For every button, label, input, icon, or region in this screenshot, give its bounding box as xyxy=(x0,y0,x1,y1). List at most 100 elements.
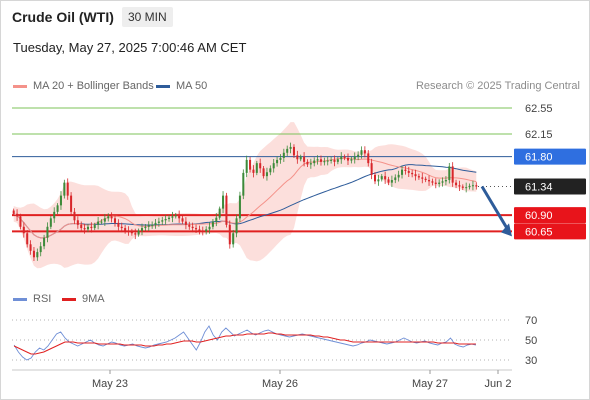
candle xyxy=(336,159,339,162)
timeframe-badge[interactable]: 30 MIN xyxy=(122,7,173,27)
candle xyxy=(56,205,59,212)
candle xyxy=(73,211,76,221)
level-tag-60.65 xyxy=(514,223,586,240)
legend-ma20-label: MA 20 + Bollinger Bands xyxy=(33,80,154,92)
candle xyxy=(286,148,289,153)
candle xyxy=(333,159,336,162)
ma50-swatch xyxy=(156,84,170,88)
candle xyxy=(86,226,89,230)
candle xyxy=(70,195,73,212)
candle xyxy=(164,218,167,221)
candle xyxy=(83,228,86,230)
candle xyxy=(154,222,157,225)
candle xyxy=(66,182,69,196)
candle xyxy=(144,226,147,229)
candle xyxy=(168,217,171,219)
candle xyxy=(140,228,144,231)
candle xyxy=(397,174,400,178)
candle xyxy=(458,185,461,187)
candle xyxy=(350,159,353,161)
level-label-60.65: 60.65 xyxy=(525,226,553,238)
candle xyxy=(394,177,397,181)
candle xyxy=(441,181,444,183)
level-tag-61.80 xyxy=(514,148,586,165)
candle xyxy=(12,210,15,214)
candle xyxy=(421,177,424,179)
candle xyxy=(401,169,404,175)
x-tick-label: May 23 xyxy=(92,378,128,390)
candle xyxy=(222,195,225,209)
forecast-arrow-shaft xyxy=(480,185,509,230)
candle xyxy=(124,228,127,231)
legend-9ma: 9MA xyxy=(62,293,105,305)
forecast-arrow-head xyxy=(501,223,512,237)
candle xyxy=(245,159,248,173)
candle xyxy=(428,180,431,182)
candle xyxy=(404,169,407,171)
level-label-62.55: 62.55 xyxy=(525,103,553,115)
candle xyxy=(316,159,319,161)
research-credit: Research © 2025 Trading Central xyxy=(415,80,580,92)
candle xyxy=(455,182,458,186)
candle xyxy=(137,230,140,235)
candle xyxy=(242,172,245,196)
legend-ma20: MA 20 + Bollinger Bands xyxy=(13,80,154,92)
candle xyxy=(117,222,120,227)
candle xyxy=(326,160,329,162)
candle xyxy=(19,216,22,227)
candle xyxy=(387,179,390,183)
candle xyxy=(417,176,420,178)
candle xyxy=(330,159,333,161)
candle xyxy=(53,211,56,219)
candle xyxy=(225,195,228,225)
candle xyxy=(157,221,160,223)
candle xyxy=(299,156,302,160)
rsi-swatch xyxy=(13,297,27,301)
candle xyxy=(232,233,235,245)
candle xyxy=(471,185,474,187)
candle xyxy=(306,161,309,165)
legend-9ma-label: 9MA xyxy=(82,293,105,305)
candle xyxy=(228,224,231,245)
candle xyxy=(434,182,437,184)
x-tick-label: May 27 xyxy=(412,378,448,390)
candle xyxy=(424,178,427,181)
candle xyxy=(80,224,83,229)
candle xyxy=(161,220,164,222)
ma20-line xyxy=(13,157,477,239)
candle xyxy=(465,187,468,189)
candle xyxy=(249,159,252,170)
candle xyxy=(195,228,198,230)
candle xyxy=(100,221,103,223)
ma20-swatch xyxy=(13,84,27,88)
candle xyxy=(448,166,451,181)
candle xyxy=(377,179,380,182)
candle xyxy=(76,220,79,225)
candle xyxy=(444,180,447,182)
candle xyxy=(461,186,464,188)
candle xyxy=(370,163,373,175)
candle xyxy=(208,226,211,230)
candle xyxy=(346,157,350,161)
candle xyxy=(360,150,363,155)
candle xyxy=(171,216,174,218)
candle xyxy=(107,216,110,219)
candle xyxy=(279,157,282,160)
legend-ma50: MA 50 xyxy=(156,80,207,92)
candle xyxy=(292,146,295,156)
candle xyxy=(36,252,39,258)
candle xyxy=(252,169,255,173)
candle xyxy=(178,215,181,219)
candle xyxy=(367,153,370,164)
candle xyxy=(407,170,410,173)
candle xyxy=(262,168,265,177)
candle xyxy=(151,224,154,226)
candle xyxy=(90,226,93,229)
candle xyxy=(384,176,387,180)
candle xyxy=(340,156,343,160)
bollinger-band xyxy=(13,122,477,269)
candle xyxy=(32,250,35,258)
instrument-title: Crude Oil (WTI) xyxy=(12,9,114,25)
candle xyxy=(238,195,241,219)
candle xyxy=(289,146,292,149)
